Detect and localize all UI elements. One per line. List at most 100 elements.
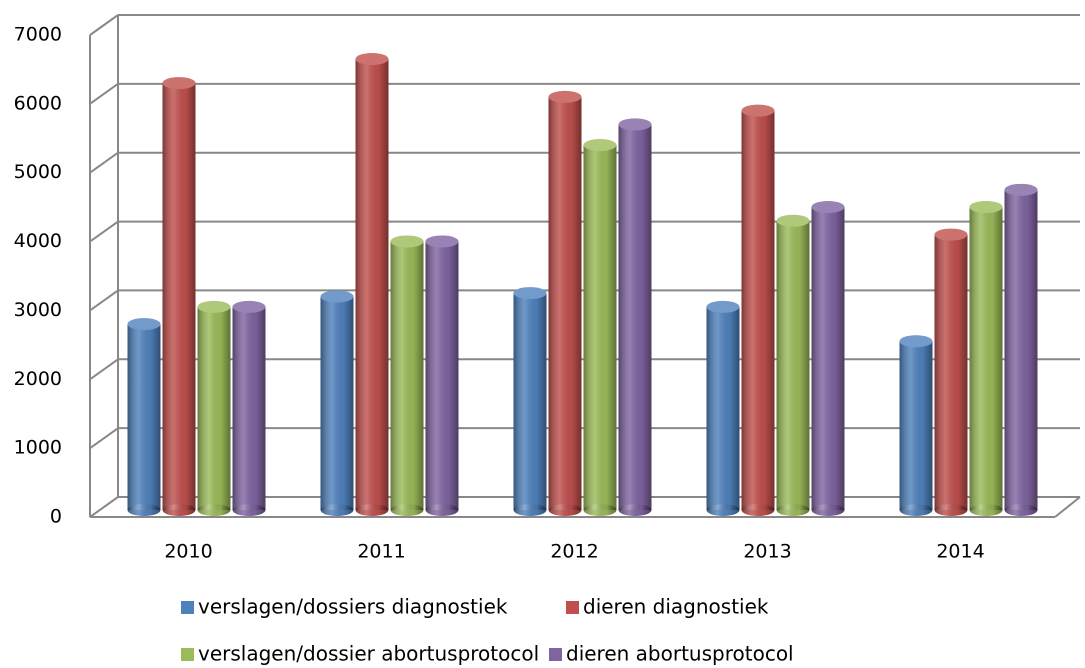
- bar-shade: [232, 306, 266, 510]
- bar-top: [320, 290, 354, 303]
- floor-right: [1054, 496, 1081, 518]
- bar-top-shade: [232, 300, 266, 313]
- bar: [899, 335, 933, 516]
- bar: [513, 287, 547, 516]
- grid-line-side: [89, 427, 119, 449]
- x-tick-label: 2014: [936, 541, 984, 563]
- bar-top: [1004, 183, 1038, 196]
- bar: [1004, 183, 1038, 516]
- y-tick-label: 7000: [14, 24, 62, 46]
- bar-top-shade: [513, 287, 547, 300]
- y-tick-label: 4000: [14, 230, 62, 252]
- legend-swatch: [181, 601, 194, 614]
- bar-top: [162, 77, 196, 90]
- bar-top-shade: [355, 52, 389, 65]
- bar-top: [390, 235, 424, 248]
- bar-shade: [741, 110, 775, 510]
- bar-top-shade: [320, 290, 354, 303]
- grid-line-side: [89, 358, 119, 381]
- x-tick-label: 2013: [743, 541, 791, 563]
- bar-shade: [811, 207, 845, 510]
- legend-label: dieren abortusprotocol: [566, 642, 794, 666]
- bar: [934, 228, 968, 516]
- legend-swatch: [549, 648, 562, 661]
- bar-top: [548, 90, 582, 103]
- bar-shade: [618, 124, 652, 511]
- bar-top-shade: [390, 235, 424, 248]
- bar-shade: [355, 58, 389, 510]
- bar-top-shade: [776, 214, 810, 227]
- bar-top: [425, 235, 459, 248]
- y-tick-label: 2000: [14, 368, 62, 390]
- bar-top-shade: [899, 335, 933, 348]
- bar: [706, 300, 740, 516]
- bar-shade: [548, 96, 582, 510]
- bar-top-shade: [741, 104, 775, 117]
- bar-top-shade: [425, 235, 459, 248]
- x-tick-label: 2011: [357, 541, 405, 563]
- bar-top-shade: [969, 201, 1003, 214]
- bar-shade: [969, 207, 1003, 510]
- legend: verslagen/dossiers diagnostiek dieren dia…: [181, 595, 794, 666]
- legend-label: dieren diagnostiek: [583, 595, 769, 619]
- bar-top-shade: [583, 139, 617, 152]
- bar: [197, 300, 231, 516]
- bar-shade: [583, 145, 617, 511]
- bar-top: [899, 335, 933, 348]
- bar: [618, 118, 652, 516]
- bar-top-shade: [162, 77, 196, 90]
- bar-top-shade: [197, 300, 231, 313]
- grid-line-side: [89, 289, 119, 312]
- grid-line-side: [89, 496, 119, 518]
- bar-top-shade: [1004, 183, 1038, 196]
- bar: [232, 300, 266, 516]
- bar-shade: [934, 234, 968, 511]
- bar: [776, 214, 810, 516]
- legend-label: verslagen/dossier abortusprotocol: [198, 642, 539, 666]
- bar-top: [706, 300, 740, 313]
- bar-shade: [390, 241, 424, 510]
- bar-top: [232, 300, 266, 313]
- y-tick-label: 6000: [14, 92, 62, 114]
- bar-shade: [706, 306, 740, 510]
- legend-swatch: [181, 648, 194, 661]
- x-tick-label: 2012: [550, 541, 598, 563]
- bar-top-shade: [618, 118, 652, 131]
- bar-shade: [162, 83, 196, 510]
- bar: [127, 318, 161, 516]
- bar-shade: [513, 293, 547, 510]
- bar: [162, 77, 196, 516]
- grid-line-side: [89, 14, 119, 36]
- bar-top: [618, 118, 652, 131]
- bar-top: [513, 287, 547, 300]
- bar-top-shade: [934, 228, 968, 241]
- grid-line-side: [89, 151, 119, 174]
- bar-shade: [320, 296, 354, 510]
- bar-shade: [127, 324, 161, 510]
- bar-shade: [425, 241, 459, 510]
- bar: [969, 201, 1003, 516]
- bar-top: [355, 52, 389, 65]
- bar: [320, 290, 354, 516]
- y-tick-label: 3000: [14, 299, 62, 321]
- bar-top: [197, 300, 231, 313]
- grid-line-side: [89, 220, 119, 243]
- bar-top-shade: [548, 90, 582, 103]
- x-tick-label: 2010: [164, 541, 212, 563]
- grid-line-side: [89, 83, 119, 105]
- bar: [425, 235, 459, 516]
- bar-top: [934, 228, 968, 241]
- bar: [811, 201, 845, 516]
- bar-top-shade: [706, 300, 740, 313]
- bar: [583, 139, 617, 516]
- bar: [548, 90, 582, 516]
- legend-label: verslagen/dossiers diagnostiek: [198, 595, 508, 619]
- bar-shade: [776, 220, 810, 511]
- bar-top-shade: [811, 201, 845, 214]
- bar-shade: [899, 341, 933, 510]
- bar-top-shade: [127, 318, 161, 331]
- bar-top: [811, 201, 845, 214]
- y-tick-label: 1000: [14, 437, 62, 459]
- bar: [355, 52, 389, 516]
